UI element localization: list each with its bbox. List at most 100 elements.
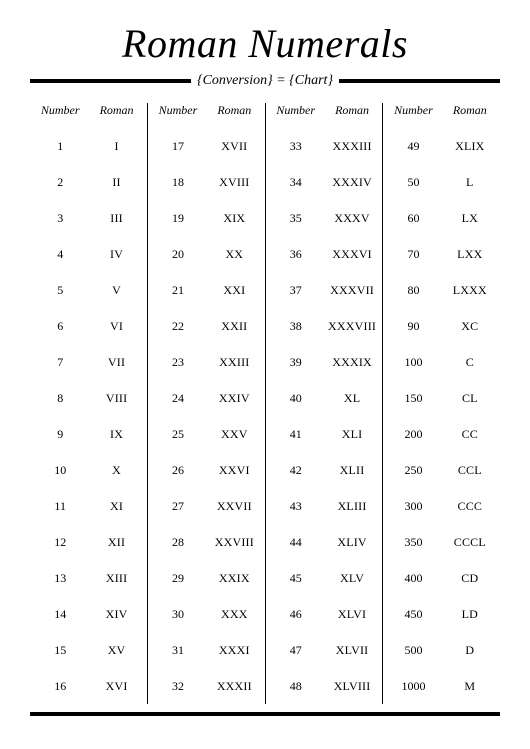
cell-roman: XIX <box>206 211 262 226</box>
cell-roman: XC <box>442 319 498 334</box>
cell-roman: III <box>88 211 144 226</box>
cell-roman: XXVIII <box>206 535 262 550</box>
cell-roman: IV <box>88 247 144 262</box>
cell-roman: LX <box>442 211 498 226</box>
rule-left <box>30 79 191 83</box>
cell-roman: XXI <box>206 283 262 298</box>
table-row: 22XXII <box>150 308 263 344</box>
cell-number: 44 <box>268 535 324 550</box>
page: Roman Numerals {Conversion} = {Chart} Nu… <box>0 0 530 746</box>
table-row: 12XII <box>32 524 145 560</box>
column-headers: NumberRoman <box>385 103 498 118</box>
cell-roman: XXXI <box>206 643 262 658</box>
cell-number: 5 <box>32 283 88 298</box>
table-row: 70LXX <box>385 236 498 272</box>
table-row: 5V <box>32 272 145 308</box>
table-row: 9IX <box>32 416 145 452</box>
cell-roman: XLIV <box>324 535 380 550</box>
table-row: 31XXXI <box>150 632 263 668</box>
table-row: 350CCCL <box>385 524 498 560</box>
cell-roman: XXXII <box>206 679 262 694</box>
cell-number: 4 <box>32 247 88 262</box>
column-headers: NumberRoman <box>32 103 145 118</box>
cell-roman: LD <box>442 607 498 622</box>
cell-number: 18 <box>150 175 206 190</box>
table-row: 33XXXIII <box>268 128 381 164</box>
table-row: 28XXVIII <box>150 524 263 560</box>
table-row: 14XIV <box>32 596 145 632</box>
rule-right <box>339 79 500 83</box>
table-row: 34XXXIV <box>268 164 381 200</box>
cell-number: 32 <box>150 679 206 694</box>
cell-roman: CCL <box>442 463 498 478</box>
cell-number: 43 <box>268 499 324 514</box>
cell-number: 16 <box>32 679 88 694</box>
cell-number: 19 <box>150 211 206 226</box>
cell-number: 30 <box>150 607 206 622</box>
header-roman: Roman <box>324 103 380 118</box>
cell-roman: IX <box>88 427 144 442</box>
cell-roman: XXX <box>206 607 262 622</box>
table-row: 43XLIII <box>268 488 381 524</box>
cell-number: 20 <box>150 247 206 262</box>
cell-number: 21 <box>150 283 206 298</box>
table-row: 20XX <box>150 236 263 272</box>
table-row: 29XXIX <box>150 560 263 596</box>
cell-roman: XL <box>324 391 380 406</box>
cell-number: 48 <box>268 679 324 694</box>
table-row: 2II <box>32 164 145 200</box>
cell-number: 50 <box>385 175 441 190</box>
cell-roman: XLII <box>324 463 380 478</box>
table-row: 40XL <box>268 380 381 416</box>
cell-roman: XXXV <box>324 211 380 226</box>
cell-number: 33 <box>268 139 324 154</box>
cell-number: 23 <box>150 355 206 370</box>
cell-roman: XLVIII <box>324 679 380 694</box>
cell-roman: XXIV <box>206 391 262 406</box>
table-row: 60LX <box>385 200 498 236</box>
cell-number: 49 <box>385 139 441 154</box>
cell-number: 45 <box>268 571 324 586</box>
cell-number: 15 <box>32 643 88 658</box>
table-row: 300CCC <box>385 488 498 524</box>
cell-number: 29 <box>150 571 206 586</box>
table-row: 23XXIII <box>150 344 263 380</box>
cell-roman: XVIII <box>206 175 262 190</box>
table-row: 47XLVII <box>268 632 381 668</box>
cell-number: 7 <box>32 355 88 370</box>
cell-roman: XXV <box>206 427 262 442</box>
cell-number: 47 <box>268 643 324 658</box>
table-row: 100C <box>385 344 498 380</box>
table-row: 41XLI <box>268 416 381 452</box>
cell-number: 150 <box>385 391 441 406</box>
cell-number: 100 <box>385 355 441 370</box>
column-headers: NumberRoman <box>268 103 381 118</box>
cell-roman: XXXIV <box>324 175 380 190</box>
table-row: 90XC <box>385 308 498 344</box>
cell-roman: L <box>442 175 498 190</box>
table-row: 4IV <box>32 236 145 272</box>
cell-roman: C <box>442 355 498 370</box>
table-row: 18XVIII <box>150 164 263 200</box>
cell-roman: XXXVIII <box>324 319 380 334</box>
table-row: 24XXIV <box>150 380 263 416</box>
cell-number: 350 <box>385 535 441 550</box>
cell-roman: XI <box>88 499 144 514</box>
table-row: 150CL <box>385 380 498 416</box>
cell-number: 3 <box>32 211 88 226</box>
cell-number: 28 <box>150 535 206 550</box>
cell-number: 1 <box>32 139 88 154</box>
cell-number: 24 <box>150 391 206 406</box>
table-row: 3III <box>32 200 145 236</box>
table-row: 21XXI <box>150 272 263 308</box>
cell-roman: XXII <box>206 319 262 334</box>
table-row: 19XIX <box>150 200 263 236</box>
cell-number: 60 <box>385 211 441 226</box>
page-subtitle: {Conversion} = {Chart} <box>191 73 339 89</box>
cell-number: 1000 <box>385 679 441 694</box>
table-row: 500D <box>385 632 498 668</box>
cell-number: 39 <box>268 355 324 370</box>
cell-number: 70 <box>385 247 441 262</box>
cell-roman: XLI <box>324 427 380 442</box>
cell-roman: CL <box>442 391 498 406</box>
